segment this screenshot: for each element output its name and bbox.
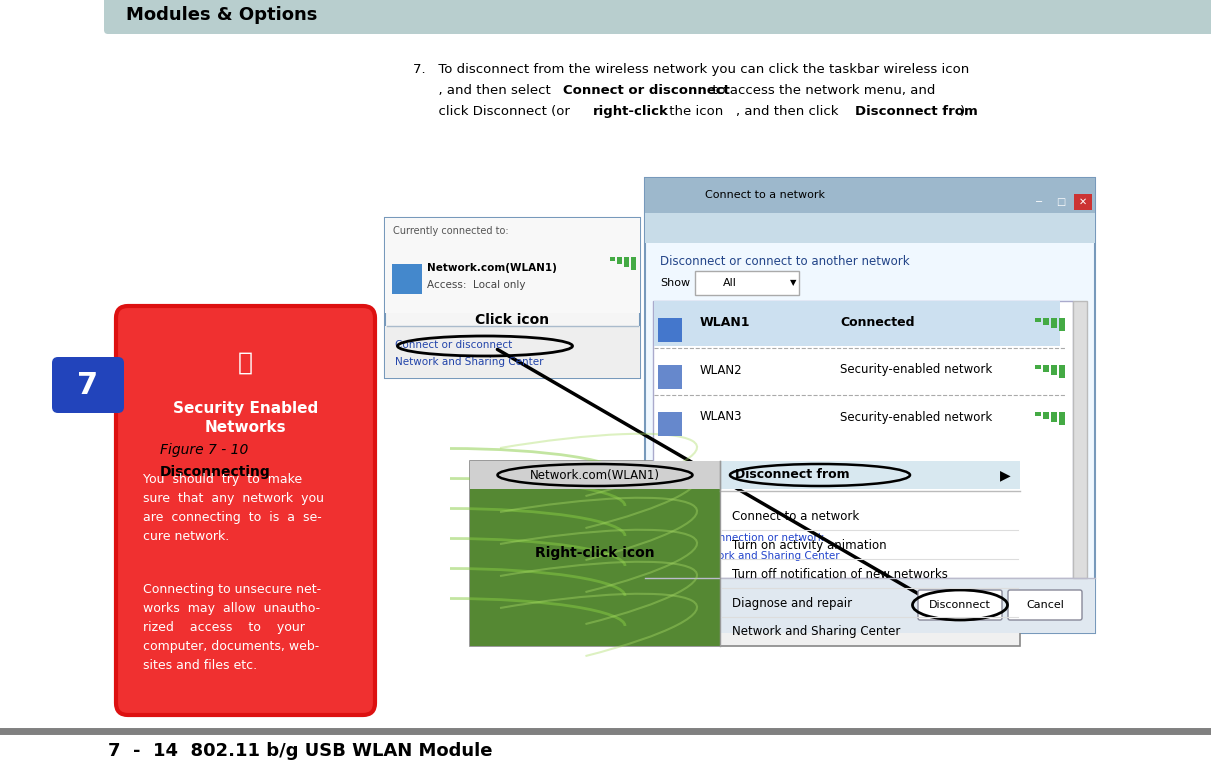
Text: Currently connected to:: Currently connected to: (394, 226, 509, 236)
FancyBboxPatch shape (645, 578, 1095, 633)
Text: WLAN3: WLAN3 (700, 410, 742, 424)
Text: Connected: Connected (840, 316, 914, 329)
Text: Security-enabled network: Security-enabled network (840, 363, 992, 376)
FancyBboxPatch shape (470, 461, 1020, 646)
FancyBboxPatch shape (721, 461, 1020, 489)
FancyBboxPatch shape (658, 365, 682, 389)
Text: Connect or disconnect: Connect or disconnect (395, 340, 512, 350)
Text: Security Enabled
Networks: Security Enabled Networks (173, 400, 318, 435)
FancyBboxPatch shape (658, 412, 682, 436)
FancyBboxPatch shape (1043, 318, 1049, 325)
Text: ).: ). (960, 105, 969, 118)
Text: Cancel: Cancel (1026, 600, 1064, 610)
Text: the icon   , and then click: the icon , and then click (665, 105, 843, 118)
FancyBboxPatch shape (1043, 412, 1049, 419)
FancyBboxPatch shape (645, 178, 1095, 633)
FancyBboxPatch shape (1073, 301, 1087, 578)
Text: Turn off notification of new networks: Turn off notification of new networks (731, 567, 948, 581)
FancyBboxPatch shape (392, 264, 421, 294)
Text: Network.com(WLAN1): Network.com(WLAN1) (530, 468, 660, 482)
FancyBboxPatch shape (624, 257, 629, 267)
FancyBboxPatch shape (1051, 365, 1057, 375)
FancyBboxPatch shape (645, 213, 1095, 243)
Text: −: − (1035, 197, 1043, 207)
FancyBboxPatch shape (645, 178, 1095, 213)
Text: □: □ (1056, 197, 1066, 207)
Text: ▶: ▶ (1000, 468, 1010, 482)
Text: Right-click icon: Right-click icon (535, 547, 655, 560)
Text: Network.com(WLAN1): Network.com(WLAN1) (427, 263, 557, 273)
Text: Disconnect: Disconnect (929, 600, 991, 610)
Text: Network and Sharing Center: Network and Sharing Center (731, 625, 900, 638)
Text: Open Network and Sharing Center: Open Network and Sharing Center (660, 551, 839, 561)
FancyBboxPatch shape (1074, 194, 1092, 210)
FancyBboxPatch shape (653, 301, 1073, 578)
Text: Security-enabled network: Security-enabled network (840, 410, 992, 424)
FancyBboxPatch shape (616, 257, 622, 264)
FancyBboxPatch shape (918, 590, 1001, 620)
Text: to access the network menu, and: to access the network menu, and (708, 84, 935, 97)
FancyBboxPatch shape (116, 306, 375, 715)
Text: ✕: ✕ (1079, 197, 1087, 207)
Text: Disconnect or connect to another network: Disconnect or connect to another network (660, 255, 909, 268)
FancyBboxPatch shape (385, 218, 639, 378)
Text: Connect to a network: Connect to a network (705, 190, 825, 200)
Text: WLAN1: WLAN1 (700, 316, 751, 329)
FancyBboxPatch shape (385, 218, 639, 313)
FancyBboxPatch shape (1043, 365, 1049, 372)
Text: Connect or disconnect: Connect or disconnect (563, 84, 730, 97)
FancyBboxPatch shape (631, 257, 636, 270)
Text: Set up a connection or network: Set up a connection or network (660, 533, 823, 543)
Text: , and then select: , and then select (413, 84, 555, 97)
FancyBboxPatch shape (1058, 365, 1064, 378)
FancyBboxPatch shape (470, 461, 721, 646)
FancyBboxPatch shape (658, 462, 682, 486)
Text: Network and Sharing Center: Network and Sharing Center (395, 357, 544, 367)
Text: Diagnose and repair: Diagnose and repair (731, 597, 853, 609)
FancyBboxPatch shape (1058, 412, 1064, 425)
Text: ▼: ▼ (790, 278, 797, 288)
Text: Modules & Options: Modules & Options (126, 6, 317, 24)
Text: Connect to a network: Connect to a network (731, 509, 860, 523)
Text: right-click: right-click (593, 105, 668, 118)
Text: 7  -  14  802.11 b/g USB WLAN Module: 7 - 14 802.11 b/g USB WLAN Module (108, 742, 493, 760)
FancyBboxPatch shape (695, 271, 799, 295)
FancyBboxPatch shape (1052, 194, 1071, 210)
FancyBboxPatch shape (470, 461, 1020, 489)
Text: 🔔: 🔔 (239, 351, 253, 375)
Text: WLAN2: WLAN2 (700, 363, 742, 376)
Text: Disconnecting: Disconnecting (160, 465, 271, 479)
FancyBboxPatch shape (610, 257, 615, 261)
FancyBboxPatch shape (104, 0, 1211, 34)
FancyBboxPatch shape (385, 326, 639, 378)
FancyBboxPatch shape (1031, 194, 1048, 210)
FancyBboxPatch shape (1035, 365, 1041, 369)
Text: Connecting to unsecure net-
works  may  allow  unautho-
rized    access    to   : Connecting to unsecure net- works may al… (143, 583, 321, 672)
FancyBboxPatch shape (1051, 318, 1057, 328)
Text: Show: Show (660, 278, 690, 288)
FancyBboxPatch shape (52, 357, 124, 413)
FancyBboxPatch shape (1035, 318, 1041, 322)
FancyBboxPatch shape (654, 301, 1060, 346)
FancyBboxPatch shape (1008, 590, 1081, 620)
FancyBboxPatch shape (1058, 318, 1064, 331)
FancyBboxPatch shape (1051, 412, 1057, 422)
Text: Figure 7 - 10: Figure 7 - 10 (160, 443, 248, 457)
Text: Turn on activity animation: Turn on activity animation (731, 539, 886, 551)
Text: Click icon: Click icon (476, 313, 550, 327)
Text: click Disconnect (or: click Disconnect (or (413, 105, 574, 118)
Text: You  should  try  to  make
sure  that  any  network  you
are  connecting  to  is: You should try to make sure that any net… (143, 473, 325, 543)
FancyBboxPatch shape (658, 318, 682, 342)
Text: Access:  Local only: Access: Local only (427, 280, 526, 290)
Text: Disconnect from: Disconnect from (855, 105, 977, 118)
Text: Disconnect from: Disconnect from (735, 468, 850, 482)
Text: All: All (723, 278, 737, 288)
Text: 7.   To disconnect from the wireless network you can click the taskbar wireless : 7. To disconnect from the wireless netwo… (413, 63, 969, 76)
Text: 7: 7 (78, 370, 98, 400)
FancyBboxPatch shape (1035, 412, 1041, 416)
